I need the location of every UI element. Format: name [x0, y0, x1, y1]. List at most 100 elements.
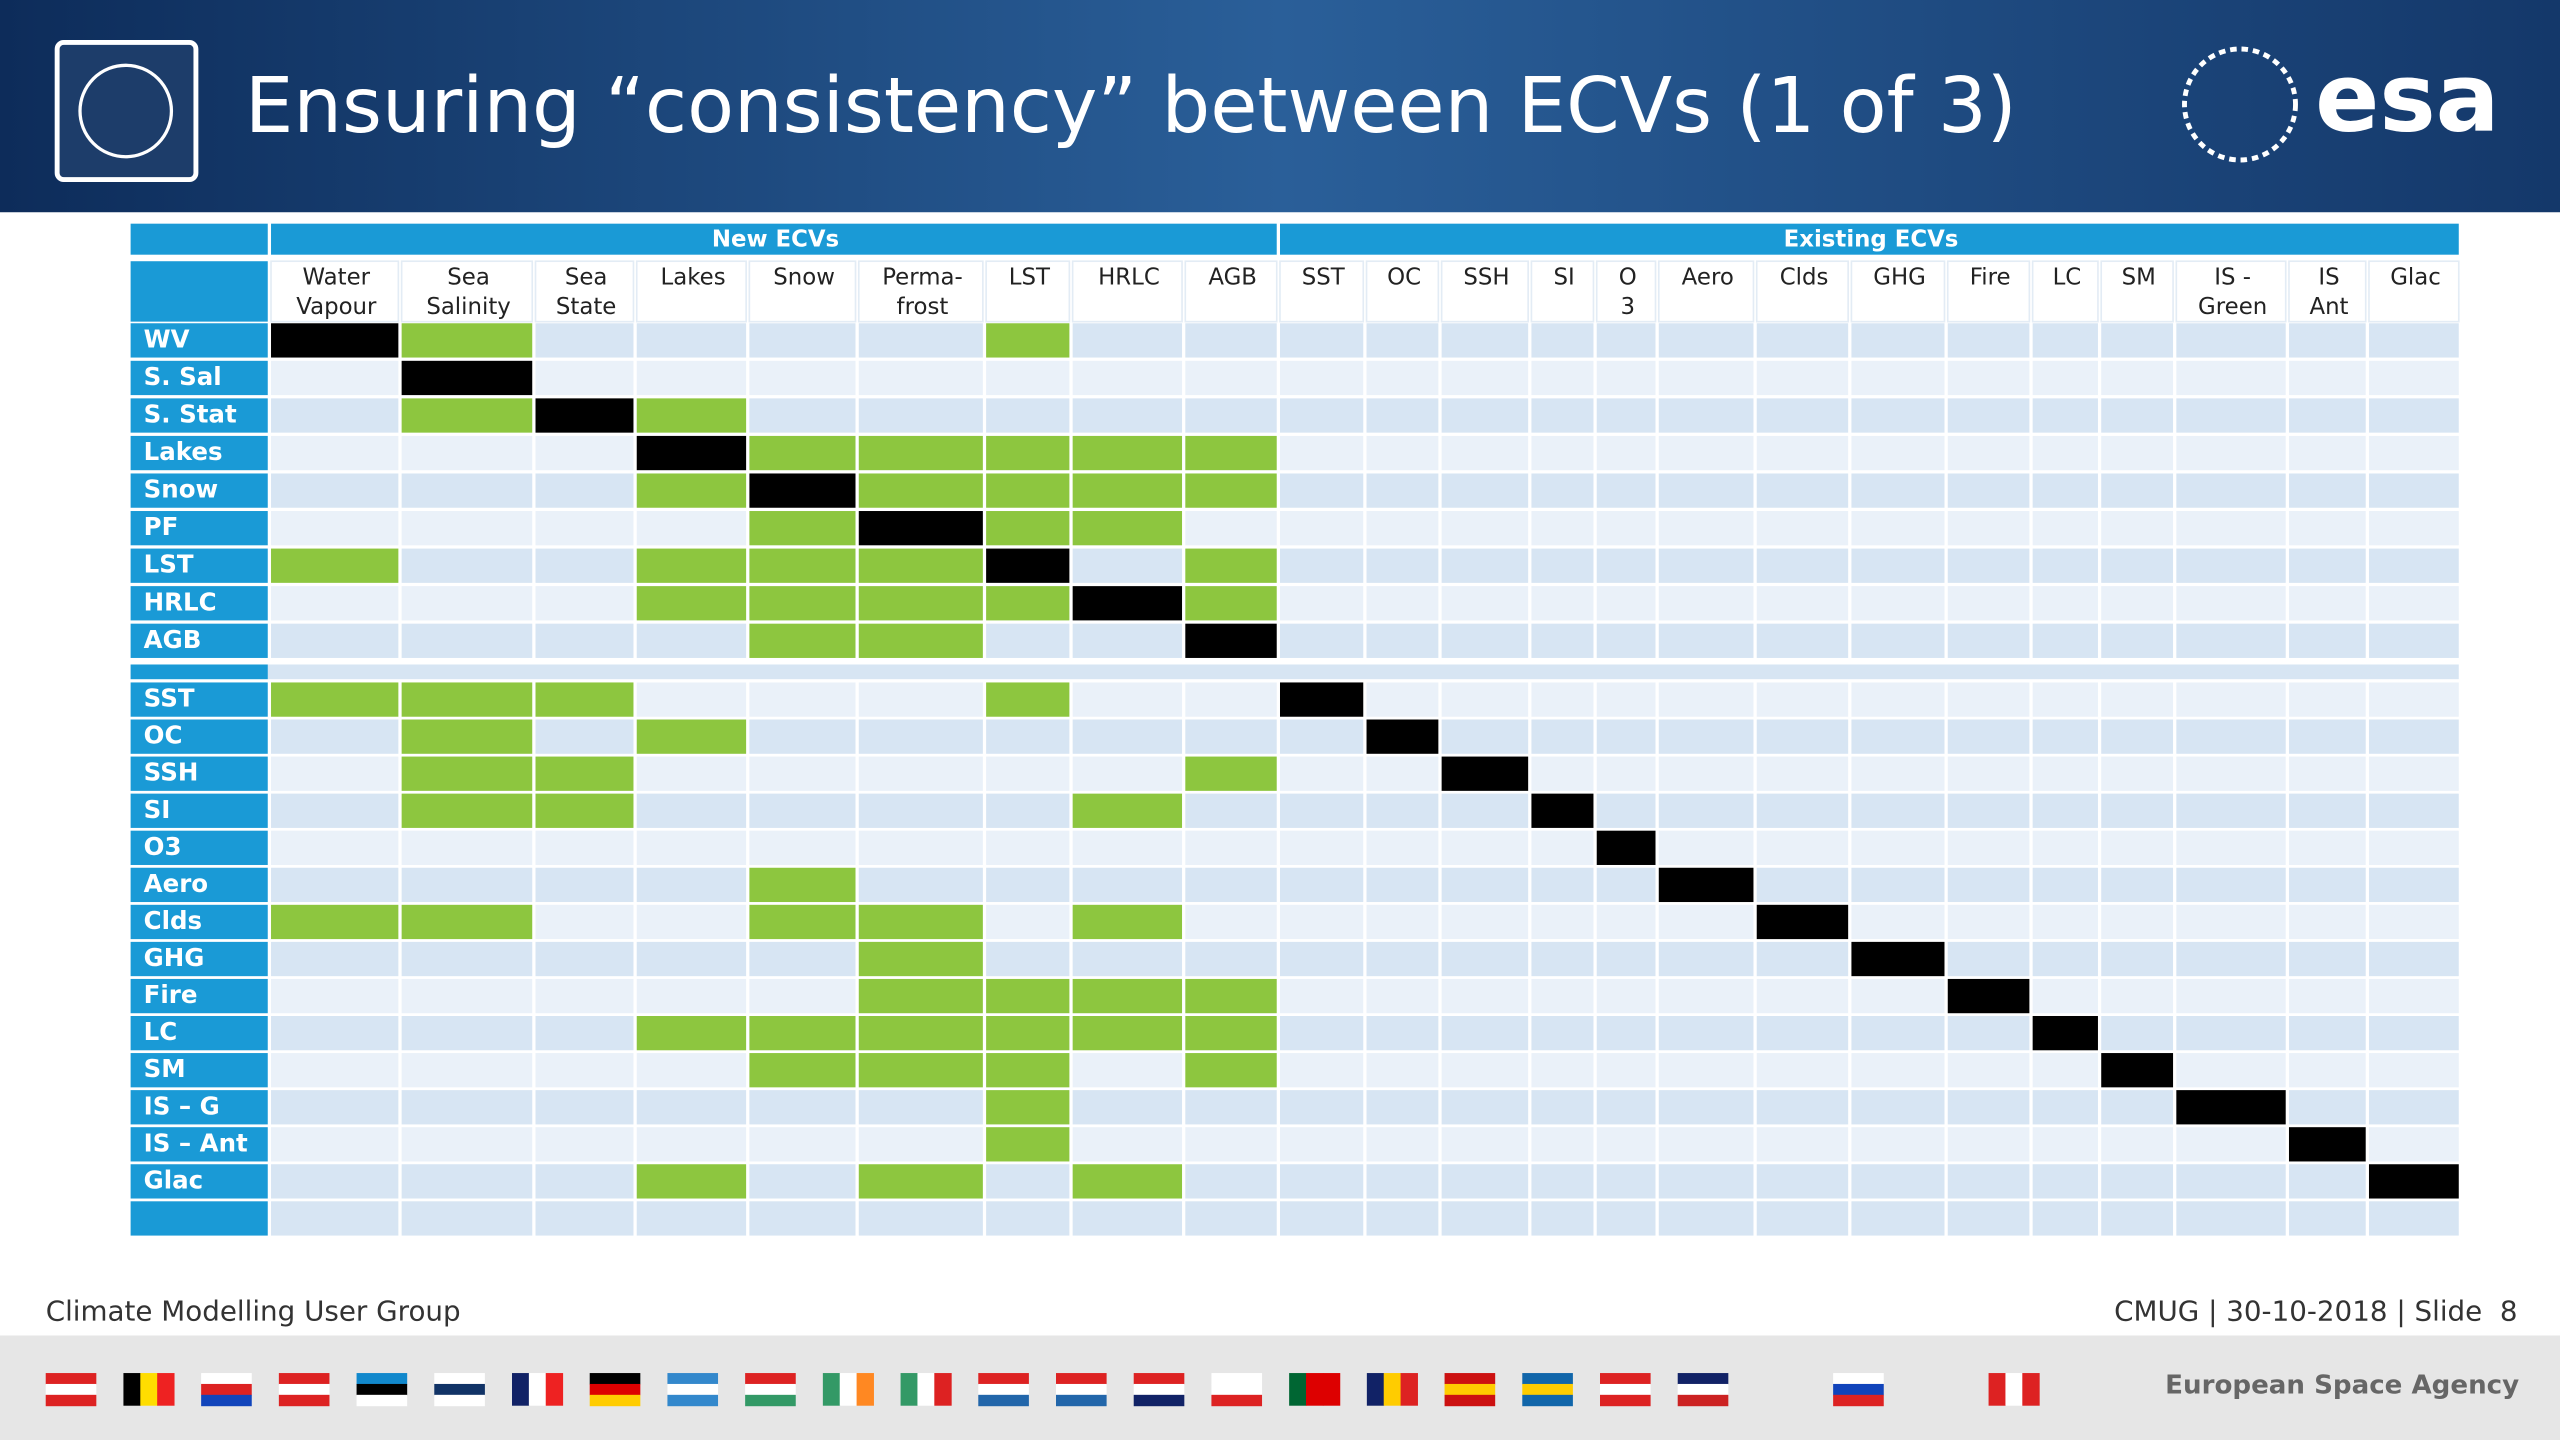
cell [1366, 473, 1439, 508]
cell [2368, 623, 2459, 658]
green-cell [636, 586, 747, 621]
column-cell [534, 260, 635, 323]
cell [271, 793, 399, 828]
cell [1441, 623, 1529, 658]
cell [2101, 1201, 2174, 1236]
row-label-cell [130, 623, 268, 658]
green-cell [986, 978, 1070, 1014]
cell [1072, 867, 1183, 903]
green-cell [1072, 511, 1183, 546]
cell [1072, 682, 1183, 717]
cell [1531, 867, 1594, 903]
green-cell [271, 682, 399, 717]
flag-stripe [528, 1373, 547, 1406]
cell [1279, 1127, 1364, 1162]
cell [986, 793, 1070, 828]
green-cell [401, 682, 533, 717]
group-cell [1279, 223, 2459, 255]
cell [749, 398, 856, 433]
cell [2368, 682, 2459, 717]
flag-stripe [1522, 1394, 1573, 1407]
cell [2288, 793, 2366, 828]
green-cell [1185, 756, 1277, 791]
cell [2032, 1053, 2098, 1088]
green-cell [1185, 1015, 1277, 1051]
cell [1072, 1201, 1183, 1236]
cell [1851, 586, 1945, 621]
cell [858, 719, 983, 754]
cell [1658, 323, 1754, 358]
column-cell [1365, 260, 1440, 323]
cell [2368, 398, 2459, 433]
cell [986, 398, 1070, 433]
column-cell [1850, 260, 1946, 323]
cell [636, 756, 747, 791]
cell [535, 830, 634, 865]
cell [749, 1201, 856, 1236]
column-cell [1530, 260, 1595, 323]
cell [1279, 1015, 1364, 1051]
cell [2288, 548, 2366, 583]
cell [636, 830, 747, 865]
cell [1531, 623, 1594, 658]
cell [1756, 473, 1849, 508]
cell [401, 511, 533, 546]
cell [2288, 941, 2366, 977]
cell [535, 1015, 634, 1051]
black-cell [1441, 756, 1529, 791]
cell [1366, 1090, 1439, 1125]
cell [271, 398, 399, 433]
black-cell [1531, 793, 1594, 828]
flag-stripe [917, 1373, 935, 1406]
row-label-cell [130, 904, 268, 940]
cell [1531, 323, 1594, 358]
cell [1441, 719, 1529, 754]
cell [2176, 830, 2286, 865]
cell [1596, 1127, 1656, 1162]
cell [2288, 1053, 2366, 1088]
cell [1851, 756, 1945, 791]
cell [1658, 548, 1754, 583]
cell [1596, 1164, 1656, 1199]
cell [2368, 1201, 2459, 1236]
cell [1658, 830, 1754, 865]
cell [2176, 904, 2286, 940]
cell [636, 941, 747, 977]
cell [1441, 548, 1529, 583]
green-cell [636, 548, 747, 583]
cell [2032, 398, 2098, 433]
cell [1596, 978, 1656, 1014]
row-label: Snow [144, 475, 218, 504]
cell [1658, 1201, 1754, 1236]
column-label: AGB [1208, 264, 1257, 290]
flag-stripe [1599, 1373, 1651, 1385]
cell [2176, 941, 2286, 977]
green-cell [749, 623, 856, 658]
cell [1658, 586, 1754, 621]
cell [636, 1127, 747, 1162]
flag-stripe [978, 1394, 1029, 1407]
cell [1279, 904, 1364, 940]
column-cell [1184, 260, 1278, 323]
cell [271, 1090, 399, 1125]
cell [401, 830, 533, 865]
cell [1366, 586, 1439, 621]
cell [2101, 586, 2174, 621]
cell [2288, 623, 2366, 658]
cell [2368, 323, 2459, 358]
flag-stripe [1055, 1383, 1107, 1396]
black-cell [858, 511, 983, 546]
column-cell [1595, 260, 1657, 323]
cell [1531, 1090, 1594, 1125]
cell [1531, 830, 1594, 865]
cell [1072, 830, 1183, 865]
row-label: WV [144, 324, 190, 353]
cell [1441, 360, 1529, 396]
cell [1185, 398, 1277, 433]
cell [2101, 941, 2174, 977]
cell [1366, 323, 1439, 358]
cell [271, 719, 399, 754]
cell [1756, 511, 1849, 546]
column-label: SM [2122, 264, 2156, 290]
cell [2032, 1164, 2098, 1199]
